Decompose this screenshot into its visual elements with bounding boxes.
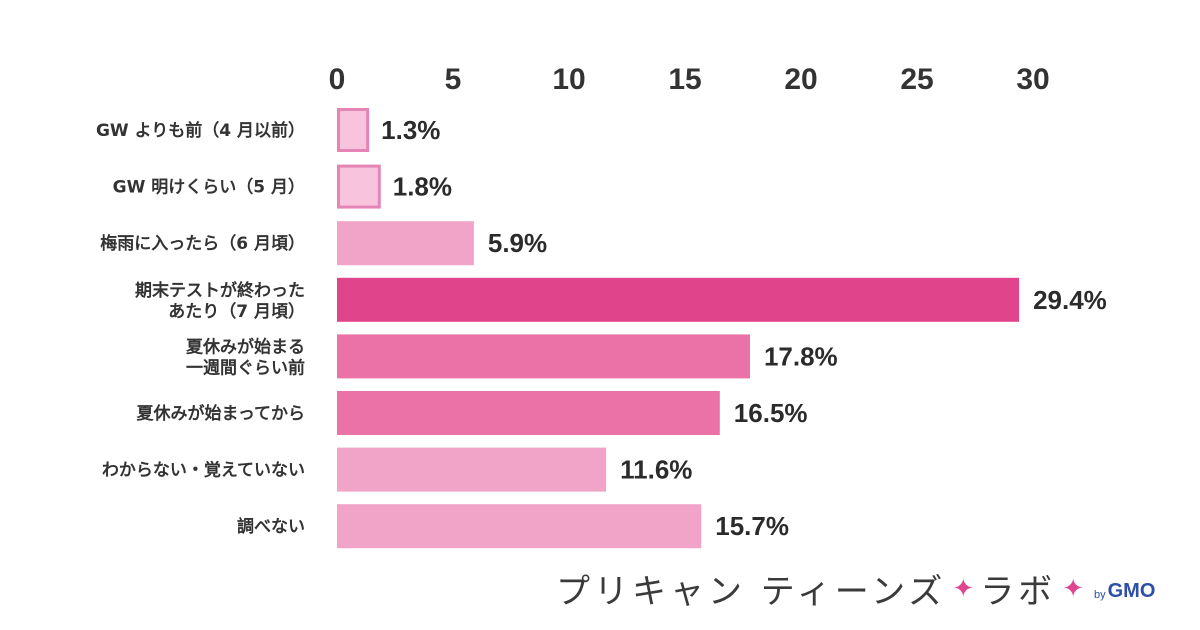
category-label: GW 明けくらい（5 月） (113, 177, 305, 198)
brand-name: プリキャン ティーンズ (556, 572, 947, 612)
value-label: 5.9% (488, 228, 547, 258)
value-label: 16.5% (734, 398, 808, 428)
category-label-line: GW 明けくらい（5 月） (113, 177, 305, 198)
category-label: 夏休みが始まってから (137, 403, 305, 424)
value-label: 29.4% (1033, 285, 1107, 315)
value-label: 11.6% (620, 455, 692, 485)
bar (337, 277, 1020, 322)
category-label-line: 梅雨に入ったら（6 月頃） (100, 233, 305, 254)
x-tick-label: 15 (668, 63, 701, 96)
bars (337, 108, 1020, 549)
category-label: 梅雨に入ったら（6 月頃） (100, 233, 305, 254)
x-tick-label: 20 (784, 63, 817, 96)
category-label-line: わからない・覚えていない (102, 460, 305, 481)
bar (337, 108, 370, 152)
category-label: GW よりも前（4 月以前） (96, 120, 305, 141)
value-label: 1.3% (381, 115, 440, 145)
x-tick-label: 10 (552, 63, 585, 96)
bar (337, 447, 607, 492)
category-label-line: あたり（7 月頃） (168, 301, 305, 322)
x-tick-label: 25 (900, 63, 933, 96)
category-label-line: 夏休みが始まってから (137, 403, 305, 424)
category-label-line: 夏休みが始まる (186, 336, 305, 357)
category-label: 期末テストが終わったあたり（7 月頃） (135, 280, 305, 322)
star-icon: ✦ (1062, 573, 1084, 604)
star-icon: ✦ (952, 573, 975, 604)
value-label: 15.7% (715, 511, 789, 541)
bar-chart: 0 5 10 15 20 25 30 GW よりも前（4 月以前） GW 明けくらい（5 月）… (96, 63, 1107, 549)
category-label: わからない・覚えていない (102, 460, 305, 481)
value-label: 17.8% (764, 341, 838, 371)
gmo-logo: GMO (1107, 580, 1156, 602)
category-label: 調べない (237, 516, 305, 537)
x-tick-label: 5 (445, 63, 462, 96)
category-label-line: 期末テストが終わった (135, 280, 305, 301)
x-tick-label: 0 (329, 63, 346, 96)
value-labels: 1.3% 1.8% 5.9% 29.4% 17.8% 16.5% 11.6% 15.7% (381, 115, 1107, 541)
bar (337, 391, 720, 435)
bar (337, 221, 474, 266)
value-label: 1.8% (393, 172, 452, 202)
brand-logo: プリキャン ティーンズ ✦ ラボ ✦ by GMO (556, 564, 1155, 613)
x-tick-label: 30 (1016, 63, 1049, 96)
category-label-line: 調べない (237, 516, 305, 537)
x-axis-ticks: 0 5 10 15 20 25 30 (329, 63, 1050, 96)
bar (337, 334, 750, 379)
bar (337, 164, 381, 209)
bar (337, 504, 702, 549)
brand-sub: ラボ (980, 572, 1057, 612)
category-labels: GW よりも前（4 月以前） GW 明けくらい（5 月） 梅雨に入ったら（6 月頃）… (96, 120, 305, 537)
category-label: 夏休みが始まる一週間ぐらい前 (186, 336, 305, 378)
category-label-line: GW よりも前（4 月以前） (96, 120, 305, 141)
category-label-line: 一週間ぐらい前 (186, 357, 305, 378)
by-text: by (1093, 588, 1106, 601)
